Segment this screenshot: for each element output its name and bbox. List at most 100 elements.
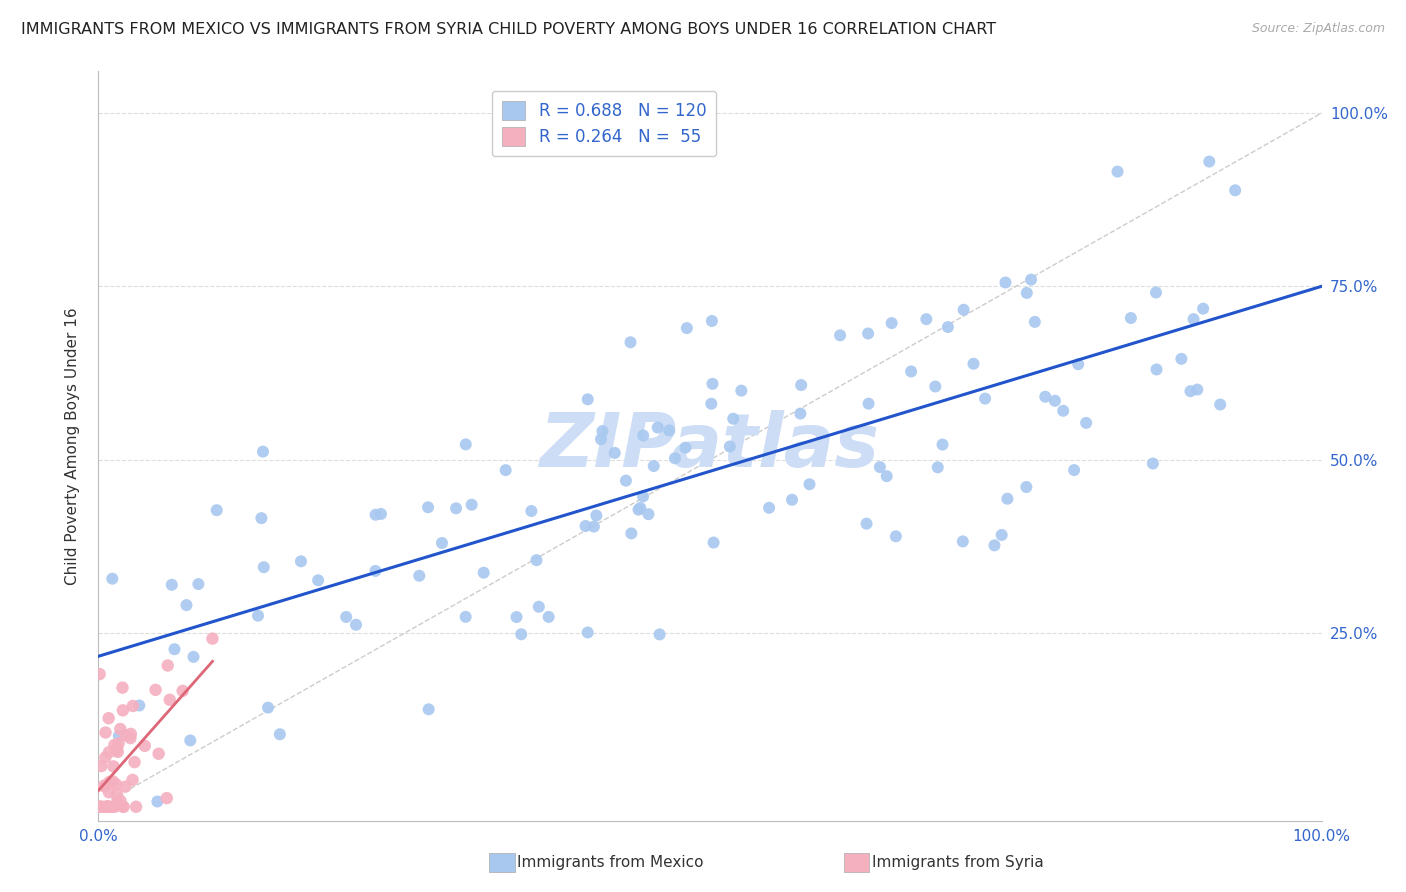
- Point: [454, 437, 477, 451]
- Point: [105, 777, 128, 791]
- Point: [876, 469, 898, 483]
- Point: [163, 642, 186, 657]
- Point: [472, 566, 495, 580]
- Point: [105, 788, 128, 802]
- Point: [526, 553, 548, 567]
- Point: [780, 492, 803, 507]
- Point: [1067, 357, 1090, 371]
- Point: [1052, 404, 1074, 418]
- Point: [721, 411, 744, 425]
- Text: Source: ZipAtlas.com: Source: ZipAtlas.com: [1251, 22, 1385, 36]
- Point: [758, 500, 780, 515]
- Point: [364, 564, 387, 578]
- Point: [1076, 416, 1098, 430]
- Point: [307, 574, 329, 588]
- Point: [97, 799, 120, 814]
- Point: [1024, 315, 1046, 329]
- Point: [120, 731, 142, 745]
- Point: [93, 779, 115, 793]
- Point: [619, 335, 641, 350]
- Point: [702, 376, 724, 391]
- Point: [125, 799, 148, 814]
- Point: [416, 500, 439, 515]
- Point: [97, 799, 120, 814]
- Point: [183, 649, 205, 664]
- Point: [1187, 383, 1209, 397]
- Point: [114, 780, 136, 794]
- Text: ZIPatlas: ZIPatlas: [540, 409, 880, 483]
- Point: [537, 610, 560, 624]
- Point: [1144, 285, 1167, 300]
- Point: [290, 554, 312, 568]
- Point: [1033, 390, 1056, 404]
- Point: [179, 733, 201, 747]
- Point: [828, 328, 851, 343]
- Point: [145, 682, 167, 697]
- Point: [936, 320, 959, 334]
- Point: [89, 799, 111, 814]
- Point: [631, 489, 654, 503]
- Point: [104, 799, 127, 814]
- Point: [101, 572, 124, 586]
- Point: [1170, 351, 1192, 366]
- Point: [111, 703, 134, 717]
- Point: [952, 534, 974, 549]
- Point: [952, 302, 974, 317]
- Point: [454, 610, 477, 624]
- Point: [974, 392, 997, 406]
- Point: [1198, 154, 1220, 169]
- Point: [1223, 183, 1246, 197]
- Point: [110, 722, 132, 736]
- Point: [156, 658, 179, 673]
- Point: [620, 526, 643, 541]
- Point: [97, 799, 120, 814]
- Point: [915, 312, 938, 326]
- Point: [1043, 393, 1066, 408]
- Point: [121, 772, 143, 787]
- Point: [1209, 398, 1232, 412]
- Point: [1015, 480, 1038, 494]
- Point: [576, 392, 599, 407]
- Point: [1142, 457, 1164, 471]
- Point: [627, 502, 650, 516]
- Point: [257, 700, 280, 714]
- Point: [96, 799, 118, 814]
- Point: [631, 428, 654, 442]
- Point: [335, 610, 357, 624]
- Point: [858, 397, 880, 411]
- Point: [603, 446, 626, 460]
- Point: [1063, 463, 1085, 477]
- Point: [253, 560, 276, 574]
- Point: [107, 745, 129, 759]
- Point: [148, 747, 170, 761]
- Point: [576, 625, 599, 640]
- Point: [103, 759, 125, 773]
- Point: [98, 785, 121, 799]
- Point: [103, 738, 125, 752]
- Point: [718, 440, 741, 454]
- Point: [97, 799, 120, 814]
- Point: [430, 536, 453, 550]
- Point: [983, 538, 1005, 552]
- Y-axis label: Child Poverty Among Boys Under 16: Child Poverty Among Boys Under 16: [65, 307, 80, 585]
- Point: [520, 504, 543, 518]
- Point: [510, 627, 533, 641]
- Point: [156, 791, 179, 805]
- Point: [134, 739, 156, 753]
- Point: [927, 460, 949, 475]
- Point: [1182, 312, 1205, 326]
- Point: [962, 357, 984, 371]
- Point: [252, 444, 274, 458]
- Point: [527, 599, 550, 614]
- Point: [97, 799, 120, 814]
- Point: [1015, 285, 1038, 300]
- Point: [855, 516, 877, 531]
- Point: [648, 627, 671, 641]
- Point: [924, 379, 946, 393]
- Point: [637, 507, 659, 521]
- Point: [1192, 301, 1215, 316]
- Text: IMMIGRANTS FROM MEXICO VS IMMIGRANTS FROM SYRIA CHILD POVERTY AMONG BOYS UNDER 1: IMMIGRANTS FROM MEXICO VS IMMIGRANTS FRO…: [21, 22, 997, 37]
- Point: [89, 799, 111, 814]
- Point: [1180, 384, 1202, 399]
- Point: [990, 528, 1012, 542]
